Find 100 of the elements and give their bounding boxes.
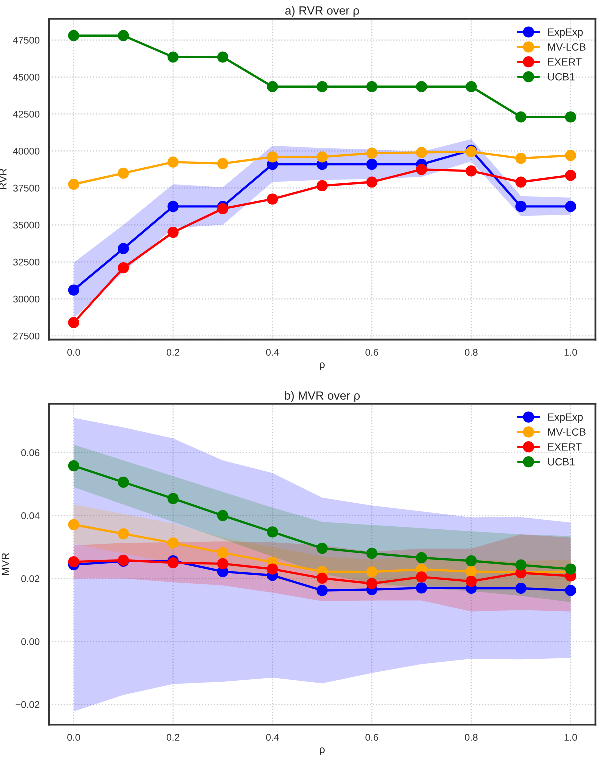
legend-label: EXERT bbox=[548, 444, 582, 451]
y-tick-label: 0.02 bbox=[22, 575, 40, 582]
y-tick-label: 35000 bbox=[13, 222, 40, 229]
point bbox=[416, 147, 428, 158]
legend-label: UCB1 bbox=[548, 73, 575, 81]
point bbox=[516, 176, 527, 188]
point bbox=[516, 112, 527, 123]
point bbox=[516, 153, 527, 164]
y-tick-label: 40000 bbox=[13, 148, 40, 155]
point bbox=[267, 152, 278, 163]
point bbox=[416, 582, 428, 594]
y-tick-label: 47500 bbox=[13, 37, 40, 44]
legend-label: EXERT bbox=[548, 58, 582, 66]
point bbox=[267, 564, 278, 575]
point bbox=[565, 564, 576, 575]
point bbox=[565, 201, 576, 212]
point bbox=[516, 582, 527, 594]
point bbox=[168, 227, 179, 238]
point bbox=[217, 158, 229, 170]
point bbox=[217, 510, 229, 522]
y-axis-title: RVR bbox=[0, 168, 7, 190]
x-tick-label: 0.8 bbox=[465, 349, 478, 356]
point bbox=[316, 152, 328, 163]
point bbox=[316, 81, 328, 92]
x-tick-label: 0.0 bbox=[68, 349, 80, 356]
x-tick-label: 1.0 bbox=[564, 349, 578, 356]
y-tick-label: 27500 bbox=[14, 332, 40, 340]
point bbox=[466, 166, 478, 177]
point bbox=[217, 547, 229, 558]
point bbox=[68, 284, 80, 296]
point bbox=[466, 576, 478, 588]
point bbox=[316, 180, 328, 192]
point bbox=[168, 52, 179, 63]
point bbox=[68, 460, 80, 472]
point bbox=[316, 585, 328, 596]
x-tick-label: 0.6 bbox=[366, 734, 378, 742]
y-tick-label: 32500 bbox=[13, 258, 40, 266]
x-axis-title: ρ bbox=[320, 748, 325, 756]
point bbox=[366, 176, 378, 188]
x-tick-label: 0.4 bbox=[266, 734, 280, 742]
point bbox=[118, 262, 130, 274]
point bbox=[565, 112, 576, 123]
legend-label: MV-LCB bbox=[548, 428, 586, 436]
point bbox=[565, 150, 576, 162]
point bbox=[316, 572, 328, 584]
point bbox=[267, 81, 278, 92]
point bbox=[68, 30, 80, 42]
point bbox=[68, 317, 80, 328]
point bbox=[366, 158, 378, 170]
point bbox=[168, 493, 179, 504]
x-tick-label: 1.0 bbox=[564, 734, 578, 742]
point bbox=[118, 30, 130, 42]
y-tick-label: 0.06 bbox=[22, 450, 40, 456]
legend-label: ExpExp bbox=[548, 28, 583, 38]
chart-title: b) MVR over ρ bbox=[285, 391, 360, 402]
y-tick-label: 42500 bbox=[13, 110, 40, 118]
point bbox=[168, 156, 179, 168]
point bbox=[217, 558, 229, 570]
x-tick-label: 0.0 bbox=[68, 734, 80, 742]
point bbox=[118, 243, 130, 254]
point bbox=[416, 572, 428, 583]
point bbox=[516, 201, 527, 212]
point bbox=[68, 556, 80, 568]
y-tick-label: 37500 bbox=[13, 184, 40, 192]
point bbox=[217, 52, 229, 63]
y-axis-title: MVR bbox=[2, 553, 10, 576]
y-tick-label: 0.04 bbox=[22, 512, 40, 520]
point bbox=[366, 81, 378, 92]
point bbox=[267, 526, 278, 538]
point bbox=[416, 552, 428, 564]
point bbox=[68, 178, 80, 190]
x-tick-label: 0.8 bbox=[465, 734, 478, 742]
legend-label: ExpExp bbox=[548, 414, 583, 424]
x-axis-title: ρ bbox=[320, 362, 325, 370]
x-tick-label: 0.4 bbox=[266, 349, 280, 356]
legend-label: UCB1 bbox=[548, 458, 575, 466]
point bbox=[565, 170, 576, 182]
point bbox=[68, 519, 80, 530]
x-tick-label: 0.2 bbox=[166, 734, 180, 742]
point bbox=[118, 476, 130, 488]
x-tick-label: 0.2 bbox=[166, 349, 180, 356]
point bbox=[118, 168, 130, 179]
y-tick-label: 30000 bbox=[13, 296, 40, 303]
point bbox=[366, 148, 378, 159]
point bbox=[416, 81, 428, 92]
point bbox=[267, 194, 278, 205]
point bbox=[366, 548, 378, 560]
point bbox=[466, 556, 478, 567]
point bbox=[516, 560, 527, 571]
y-tick-label: 45000 bbox=[13, 74, 40, 81]
y-tick-label: 0.00 bbox=[22, 638, 40, 646]
point bbox=[565, 585, 576, 596]
point bbox=[168, 201, 179, 212]
chart-title: a) RVR over ρ bbox=[286, 6, 360, 18]
legend-label: MV-LCB bbox=[548, 44, 586, 51]
point bbox=[316, 542, 328, 554]
y-tick-label: −0.02 bbox=[16, 701, 40, 708]
point bbox=[466, 81, 478, 92]
point bbox=[466, 566, 478, 578]
point bbox=[366, 578, 378, 590]
